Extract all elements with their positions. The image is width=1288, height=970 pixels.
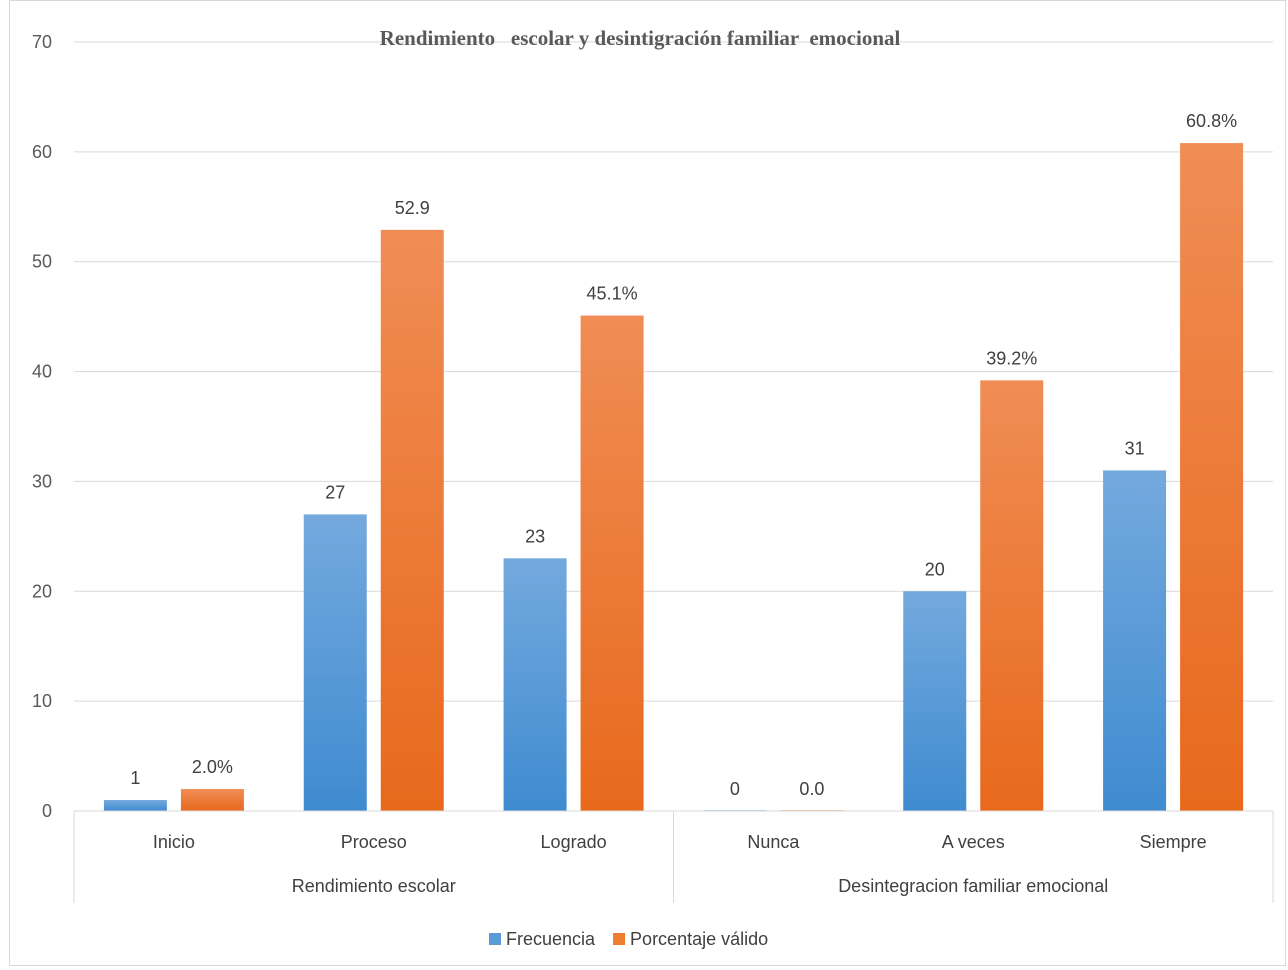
data-label: 0.0 <box>799 779 824 799</box>
legend-swatch <box>489 933 501 945</box>
y-tick-label: 70 <box>32 32 52 52</box>
y-tick-label: 0 <box>42 801 52 821</box>
y-tick-label: 40 <box>32 362 52 382</box>
bar-porcentaje-a-veces <box>980 380 1044 811</box>
x-group-label: Desintegracion familiar emocional <box>838 876 1108 896</box>
y-tick-label: 60 <box>32 142 52 162</box>
y-tick-label: 50 <box>32 252 52 272</box>
data-label: 23 <box>525 526 545 546</box>
bar-frecuencia-siempre <box>1103 470 1167 811</box>
legend-label: Porcentaje válido <box>630 929 768 949</box>
x-category-label: Nunca <box>747 832 800 852</box>
y-tick-label: 30 <box>32 471 52 491</box>
legend-label: Frecuencia <box>506 929 596 949</box>
bar-frecuencia-a-veces <box>903 591 967 811</box>
x-category-label: A veces <box>942 832 1005 852</box>
data-label: 20 <box>925 559 945 579</box>
data-label: 2.0% <box>192 757 233 777</box>
x-category-label: Siempre <box>1140 832 1207 852</box>
x-category-label: Proceso <box>341 832 407 852</box>
bar-frecuencia-proceso <box>303 514 367 811</box>
x-category-label: Logrado <box>541 832 607 852</box>
data-label: 52.9 <box>395 198 430 218</box>
chart-title: Rendimiento escolar y desintigración fam… <box>380 26 901 50</box>
bar-porcentaje-proceso <box>380 229 444 811</box>
y-tick-label: 10 <box>32 691 52 711</box>
bar-frecuencia-inicio <box>103 800 167 811</box>
data-label: 45.1% <box>587 284 638 304</box>
bar-porcentaje-siempre <box>1180 143 1244 811</box>
legend-swatch <box>613 933 626 945</box>
y-tick-label: 20 <box>32 581 52 601</box>
data-label: 31 <box>1125 438 1145 458</box>
data-label: 27 <box>325 482 345 502</box>
data-label: 39.2% <box>986 348 1037 368</box>
bar-porcentaje-inicio <box>180 789 244 811</box>
data-label: 0 <box>730 779 740 799</box>
data-label: 60.8% <box>1186 111 1237 131</box>
x-category-label: Inicio <box>153 832 195 852</box>
data-label: 1 <box>130 768 140 788</box>
x-group-label: Rendimiento escolar <box>292 876 456 896</box>
bar-porcentaje-logrado <box>580 315 644 811</box>
bar-frecuencia-logrado <box>503 558 567 811</box>
